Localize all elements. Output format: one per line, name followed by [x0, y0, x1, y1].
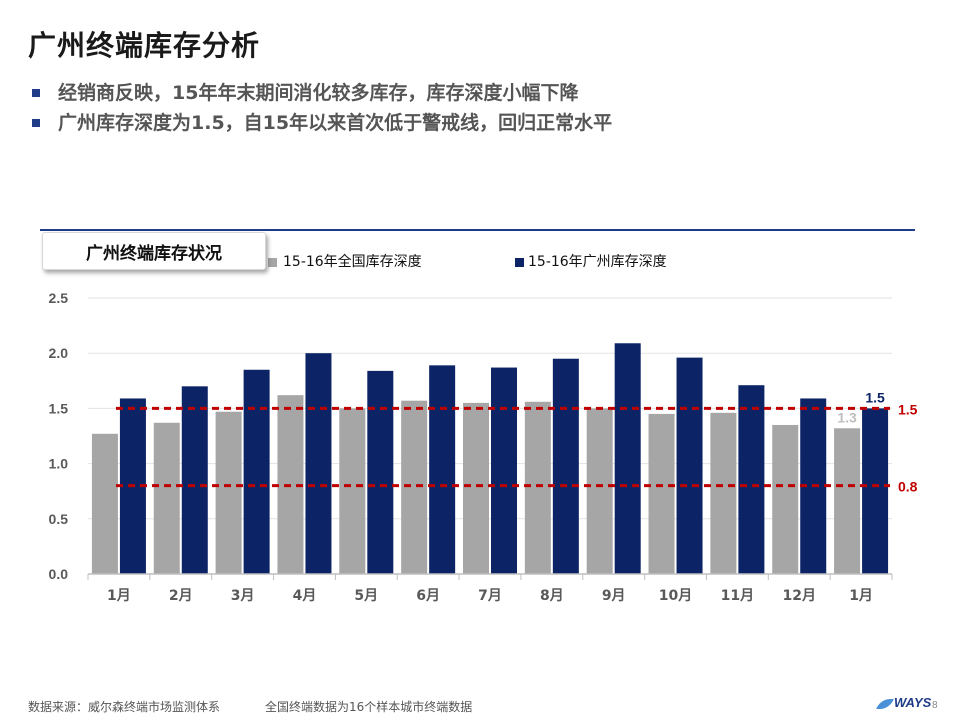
bar-guangzhou — [491, 367, 517, 574]
footer-source: 数据来源：威尔森终端市场监测体系 — [28, 700, 221, 714]
bar-national — [153, 422, 180, 574]
data-label: 1.3 — [837, 409, 857, 425]
square-bullet-icon — [32, 119, 40, 127]
bar-national — [401, 400, 428, 574]
legend-label-guangzhou: 15-16年广州库存深度 — [528, 254, 667, 270]
bar-national — [524, 401, 551, 574]
brand-logo: WAYS — [876, 695, 932, 710]
bar-guangzhou — [429, 365, 456, 574]
x-tick-label: 5月 — [354, 588, 378, 604]
bullet-item: 经销商反映，15年年末期间消化较多库存，库存深度小幅下降 — [30, 78, 612, 108]
bar-guangzhou — [614, 343, 641, 574]
bar-national — [215, 411, 242, 574]
data-label: 1.5 — [865, 389, 885, 405]
x-tick-label: 6月 — [416, 588, 440, 604]
x-tick-label: 11月 — [721, 588, 754, 604]
bar-national — [772, 424, 799, 574]
y-tick-label: 1.5 — [49, 400, 69, 416]
x-tick-label: 3月 — [231, 588, 255, 604]
footer-note: 全国终端数据为16个样本城市终端数据 — [265, 700, 473, 714]
x-tick-label: 2月 — [169, 588, 193, 604]
legend-label-national: 15-16年全国库存深度 — [283, 253, 422, 270]
bullet-text: 经销商反映，15年年末期间消化较多库存，库存深度小幅下降 — [58, 82, 579, 104]
x-tick-label: 8月 — [540, 588, 564, 604]
reference-line-label: 1.5 — [898, 401, 918, 417]
bullet-text: 广州库存深度为1.5，自15年以来首次低于警戒线，回归正常水平 — [58, 112, 613, 134]
chart-tag: 广州终端库存状况 — [42, 232, 266, 270]
brand-name: WAYS — [894, 695, 932, 710]
y-tick-label: 1.0 — [49, 456, 69, 472]
bullet-list: 经销商反映，15年年末期间消化较多库存，库存深度小幅下降 广州库存深度为1.5，… — [30, 78, 612, 138]
chart-top-rule — [40, 229, 915, 231]
bar-national — [339, 408, 366, 574]
bar-guangzhou — [862, 408, 889, 574]
bar-national — [648, 413, 675, 574]
page-number: 8 — [932, 700, 938, 711]
y-tick-label: 0.0 — [49, 566, 69, 582]
square-bullet-icon — [32, 89, 40, 97]
x-tick-label: 9月 — [602, 588, 626, 604]
page-title: 广州终端库存分析 — [28, 29, 261, 62]
x-tick-label: 12月 — [782, 588, 815, 604]
bar-national — [834, 428, 861, 574]
bar-guangzhou — [243, 369, 270, 574]
bar-national — [463, 402, 489, 574]
x-tick-label: 10月 — [659, 588, 692, 604]
x-tick-label: 1月 — [849, 588, 873, 604]
x-tick-label: 7月 — [478, 588, 502, 604]
bar-national — [710, 412, 737, 574]
bar-guangzhou — [552, 358, 579, 574]
x-tick-label: 4月 — [293, 588, 317, 604]
swoosh-icon — [876, 698, 894, 709]
bar-national — [586, 408, 613, 574]
bar-guangzhou — [367, 370, 394, 574]
x-tick-label: 1月 — [107, 588, 131, 604]
y-tick-label: 2.5 — [49, 290, 69, 306]
bar-guangzhou — [305, 353, 332, 574]
legend-swatch-guangzhou — [515, 258, 524, 267]
legend-swatch-national — [268, 258, 277, 267]
bar-guangzhou — [676, 357, 703, 574]
bar-national — [91, 433, 118, 574]
bar-guangzhou — [738, 385, 765, 574]
y-tick-label: 2.0 — [49, 345, 69, 361]
bar-guangzhou — [181, 386, 208, 574]
bullet-item: 广州库存深度为1.5，自15年以来首次低于警戒线，回归正常水平 — [30, 108, 612, 138]
y-tick-label: 0.5 — [49, 511, 69, 527]
reference-line-label: 0.8 — [898, 479, 918, 495]
